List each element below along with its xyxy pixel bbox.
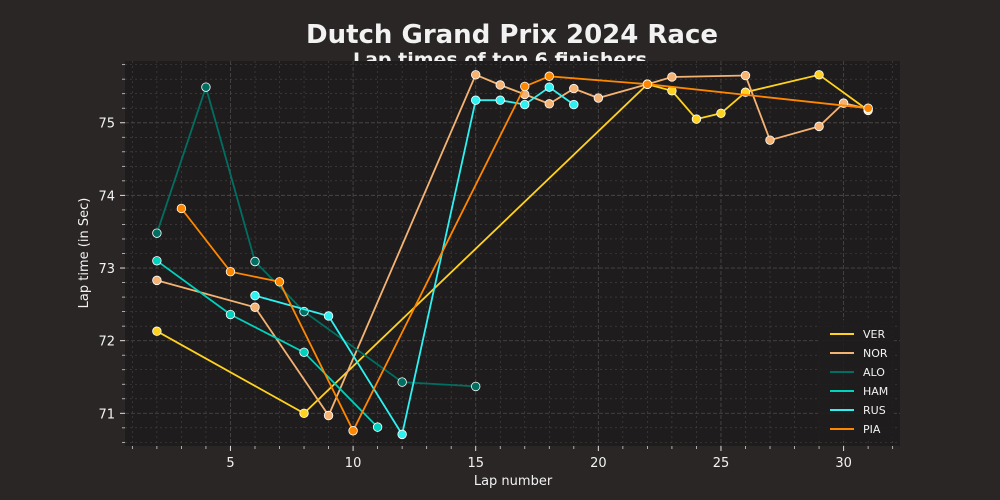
data-point: [471, 381, 481, 392]
legend-label-nor: NOR: [863, 347, 888, 360]
data-point: [372, 422, 383, 432]
series-rus: [250, 82, 579, 440]
series-layer: [152, 70, 873, 440]
legend-label-ver: VER: [863, 328, 885, 341]
x-tick-label: 5: [226, 456, 234, 471]
data-point: [765, 135, 775, 145]
legend-label-alo: ALO: [863, 366, 885, 379]
major-gridlines: [125, 61, 900, 446]
x-tick-label: 25: [713, 456, 730, 471]
data-point: [397, 377, 407, 387]
data-point: [201, 82, 211, 92]
data-point: [814, 121, 824, 132]
data-point: [225, 266, 236, 277]
data-point: [471, 95, 481, 105]
data-point: [152, 228, 162, 238]
x-tick-label: 30: [835, 456, 852, 471]
series-line-rus: [254, 86, 575, 437]
axis-ticks: 5 10 15 20 25 30 71 72 73 74 75: [98, 64, 894, 471]
data-point: [323, 410, 334, 421]
data-point: [691, 114, 702, 124]
data-point: [152, 326, 162, 336]
y-tick-label: 73: [98, 262, 115, 277]
data-point: [176, 203, 187, 214]
data-point: [495, 95, 505, 105]
y-tick-label: 74: [98, 189, 115, 204]
data-point: [569, 99, 579, 110]
data-point: [544, 71, 554, 81]
data-point: [274, 277, 285, 287]
data-point: [250, 256, 260, 267]
data-point: [348, 426, 358, 436]
data-point: [471, 70, 481, 80]
x-axis-label: Lap number: [474, 474, 553, 489]
data-point: [152, 275, 162, 286]
legend-label-pia: PIA: [863, 423, 881, 436]
data-point: [397, 429, 407, 440]
data-point: [544, 99, 554, 109]
data-point: [299, 408, 309, 419]
legend-label-rus: RUS: [863, 404, 886, 417]
data-point: [642, 79, 653, 89]
series-nor: [152, 70, 873, 421]
data-point: [569, 83, 579, 94]
data-point: [863, 103, 873, 113]
series-line-nor: [156, 73, 869, 418]
x-tick-label: 15: [467, 456, 484, 471]
data-point: [152, 256, 162, 266]
legend-label-ham: HAM: [863, 385, 888, 398]
y-tick-label: 72: [98, 335, 115, 350]
data-point: [667, 72, 677, 82]
series-pia: [176, 71, 873, 436]
data-point: [544, 82, 554, 92]
series-line-ham: [156, 260, 379, 428]
y-tick-label: 75: [98, 117, 115, 132]
data-point: [716, 108, 726, 119]
y-tick-label: 71: [98, 407, 115, 422]
data-point: [740, 70, 751, 81]
data-point: [225, 309, 236, 320]
data-point: [250, 290, 260, 301]
x-tick-label: 10: [345, 456, 362, 471]
y-axis-label: Lap time (in Sec): [77, 198, 92, 309]
legend: VER NOR ALO HAM RUS PIA: [818, 320, 894, 441]
data-point: [520, 99, 530, 110]
chart-title: Dutch Grand Prix 2024 Race: [306, 20, 718, 50]
data-point: [250, 302, 260, 312]
x-tick-label: 20: [590, 456, 607, 471]
data-point: [814, 70, 824, 80]
data-point: [593, 93, 604, 103]
series-line-pia: [180, 75, 869, 433]
data-point: [520, 81, 530, 92]
data-point: [495, 80, 505, 90]
series-ham: [152, 256, 383, 432]
data-point: [299, 347, 309, 357]
data-point: [323, 311, 334, 321]
